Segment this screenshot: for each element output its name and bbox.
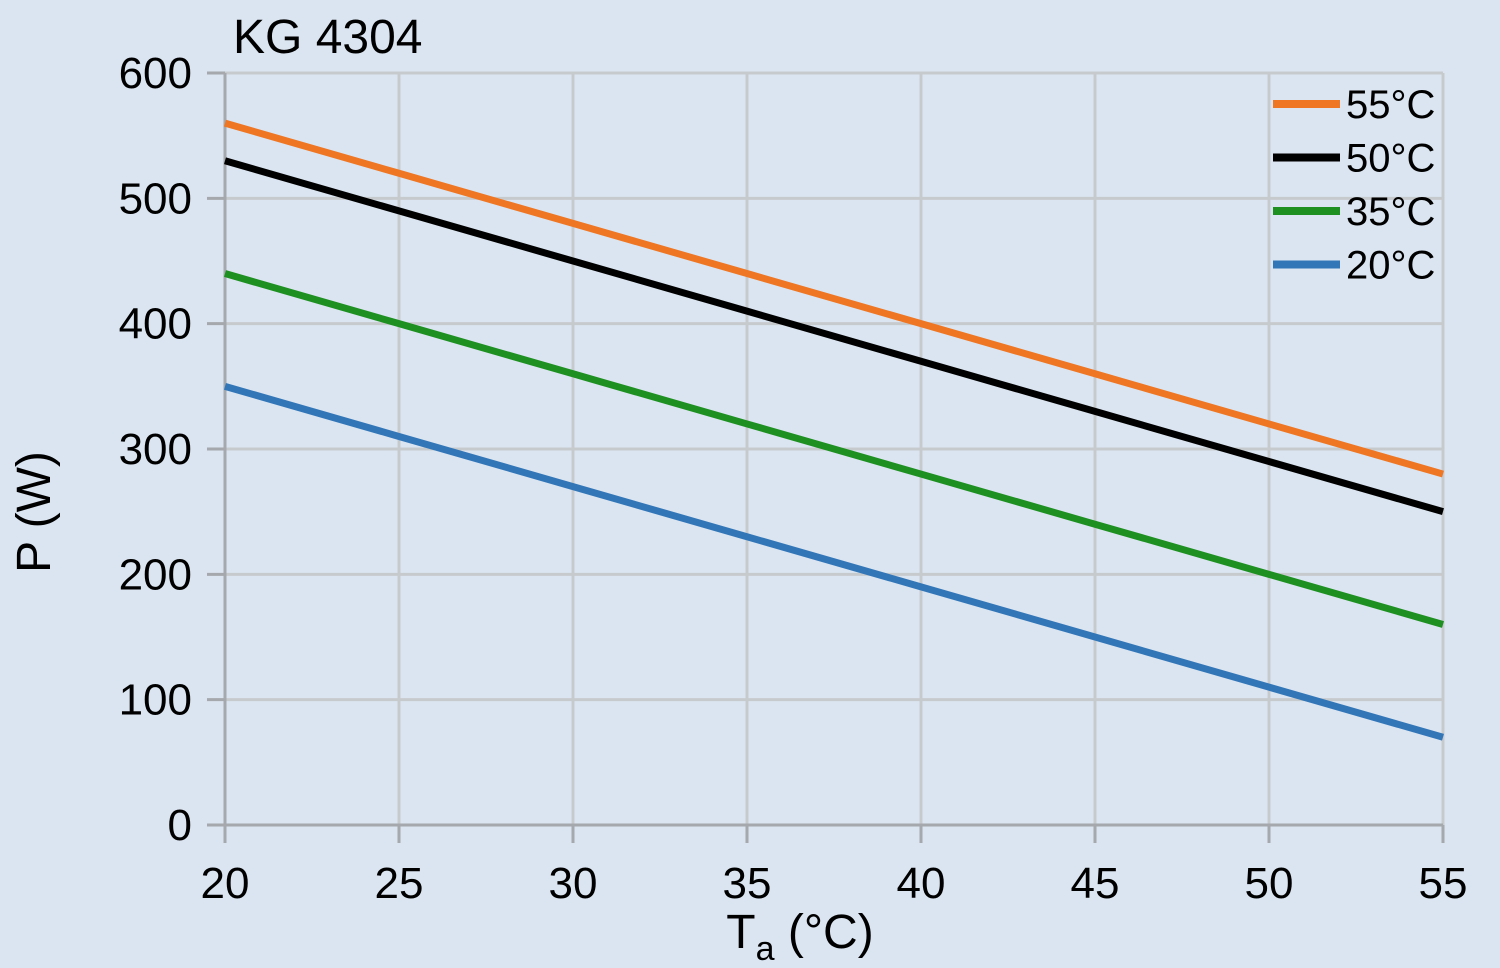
x-tick-label: 55 — [1419, 859, 1468, 908]
legend-label: 50°C — [1346, 137, 1435, 181]
x-axis-title-unit: (°C) — [775, 906, 874, 959]
x-axis-title-subscript: a — [756, 930, 775, 968]
x-tick-label: 35 — [723, 859, 772, 908]
legend-label: 35°C — [1346, 190, 1435, 234]
legend-label: 55°C — [1346, 83, 1435, 127]
y-tick-label: 100 — [119, 676, 192, 725]
x-tick-label: 30 — [549, 859, 598, 908]
series-line-20c — [224, 382, 1444, 741]
y-axis-title: P (W) — [8, 451, 61, 573]
x-tick-labels: 20 25 30 35 40 45 50 55 — [201, 859, 1468, 908]
legend: 55°C 50°C 35°C 20°C — [1273, 83, 1435, 288]
gridlines — [223, 71, 1445, 827]
y-tick-labels: 0 100 200 300 400 500 600 — [119, 49, 192, 850]
x-tick-label: 45 — [1071, 859, 1120, 908]
x-tick-label: 25 — [375, 859, 424, 908]
legend-item-55c: 55°C — [1273, 83, 1435, 127]
series-line-50c — [224, 157, 1444, 516]
legend-label: 20°C — [1346, 244, 1435, 288]
series-line-55c — [224, 119, 1444, 478]
y-tick-label: 500 — [119, 174, 192, 223]
x-tick-label: 50 — [1245, 859, 1294, 908]
x-tick-label: 40 — [897, 859, 946, 908]
legend-item-35c: 35°C — [1273, 190, 1435, 234]
x-tick-label: 20 — [201, 859, 250, 908]
chart-title: KG 4304 — [233, 11, 422, 64]
axes — [223, 73, 1443, 827]
x-axis-title-main: T — [726, 906, 755, 959]
y-tick-label: 400 — [119, 300, 192, 349]
x-axis-title: Ta (°C) — [726, 906, 873, 968]
legend-item-20c: 20°C — [1273, 244, 1435, 288]
y-tick-label: 200 — [119, 550, 192, 599]
y-tick-label: 0 — [168, 801, 192, 850]
y-tick-label: 600 — [119, 49, 192, 98]
tick-marks — [207, 71, 1445, 843]
y-tick-label: 300 — [119, 425, 192, 474]
data-series — [224, 119, 1444, 741]
legend-item-50c: 50°C — [1273, 137, 1435, 181]
series-line-35c — [224, 270, 1444, 628]
